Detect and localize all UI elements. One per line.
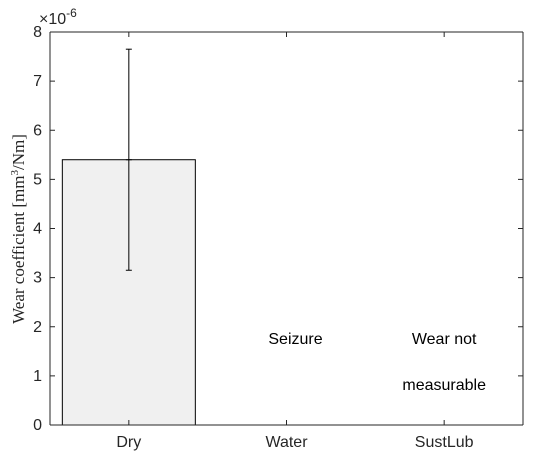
- y-axis-multiplier: ×10-6: [39, 6, 77, 28]
- y-tick-label: 3: [33, 270, 42, 287]
- y-axis-multiplier-base: ×10: [39, 11, 66, 28]
- y-axis-label: Wear coefficient [mm3/Nm]: [9, 134, 28, 324]
- annotation-sustlub-line-2: measurable: [402, 377, 486, 394]
- y-axis-label-main: Wear coefficient [mm: [9, 175, 28, 323]
- axes-layer: [49, 31, 524, 426]
- errorbar-dry: [125, 48, 132, 271]
- y-tick-label: 1: [33, 368, 42, 385]
- y-tick-label: 5: [33, 171, 42, 188]
- annotation-water-line-1: Seizure: [268, 331, 322, 348]
- y-axis-label-tail: /Nm]: [9, 134, 28, 170]
- x-tick-label-water: Water: [265, 434, 308, 451]
- annotation-sustlub-line-1: Wear not: [412, 331, 477, 348]
- errorbar-layer: [125, 48, 132, 271]
- y-tick-label: 6: [33, 122, 42, 139]
- y-tick-label: 7: [33, 73, 42, 90]
- y-axis-label-superscript: 3: [9, 169, 21, 175]
- y-tick-label: 2: [33, 319, 42, 336]
- y-axis-multiplier-exponent: -6: [66, 6, 77, 20]
- x-tick-label-dry: Dry: [116, 434, 141, 451]
- labels-layer: 0 1 2 3 4 5 6 7 8 Dry Water SustLub Seizure Wear not m…: [33, 24, 486, 451]
- y-tick-label: 8: [33, 24, 42, 41]
- y-tick-label: 0: [33, 417, 42, 434]
- x-tick-label-sustlub: SustLub: [415, 434, 474, 451]
- y-tick-label: 4: [33, 221, 42, 238]
